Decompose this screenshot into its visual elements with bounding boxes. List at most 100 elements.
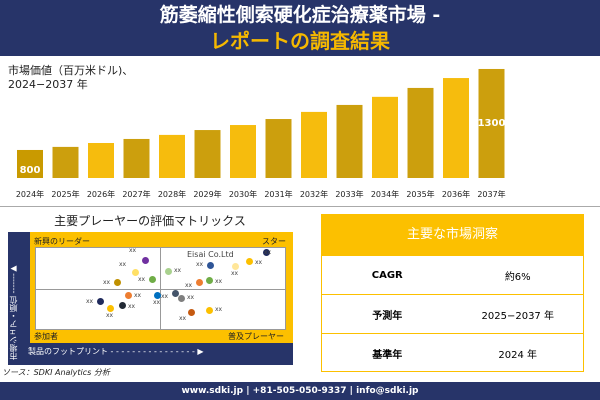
bar-2031年 <box>265 119 292 178</box>
bar-2027年 <box>123 138 150 178</box>
player-label: xx <box>153 299 161 306</box>
player-dot <box>114 279 121 286</box>
source-note: ソース：SDKI Analytics 分析 <box>2 368 110 377</box>
bar-2024年 <box>17 149 43 178</box>
chart-subtitle: 市場価値（百万米ドル)、 2024−2037 年 <box>8 64 133 92</box>
x-tick-label: 2028年 <box>158 189 186 199</box>
insight-value: 約6% <box>504 271 531 283</box>
player-label: xx <box>106 312 114 319</box>
x-tick-label: 2035年 <box>406 189 434 199</box>
insight-value: 2024 年 <box>498 349 538 361</box>
player-dot <box>178 295 185 302</box>
insight-row-forecast: 予測年 2025−2037 年 <box>322 294 583 333</box>
x-tick-label: 2037年 <box>477 189 505 199</box>
bar-2034年 <box>372 96 398 178</box>
quadrant-bottom-left: 参加者 <box>34 332 58 341</box>
player-label: xx <box>129 247 137 254</box>
matrix-vertical-divider <box>160 247 161 330</box>
player-label: xx <box>134 292 142 299</box>
insight-label: 予測年 <box>372 310 403 322</box>
bar-2032年 <box>301 111 327 178</box>
report-title: 筋萎縮性側索硬化症治療薬市場 - <box>159 4 441 26</box>
player-dot <box>97 298 104 305</box>
x-tick-label: 2024年 <box>16 189 44 199</box>
divider <box>0 206 600 207</box>
player-dot <box>188 309 195 316</box>
player-label: xx <box>179 315 187 322</box>
data-label: 800 <box>20 165 41 176</box>
data-label: 1300 <box>478 118 506 129</box>
player-dot <box>232 263 239 270</box>
player-dot <box>149 276 156 283</box>
chart-subtitle-line2: 2024−2037 年 <box>8 78 88 91</box>
bar-2028年 <box>159 134 185 178</box>
matrix-title: 主要プレーヤーの評価マトリックス <box>54 214 246 228</box>
bar-2025年 <box>52 146 79 178</box>
player-label: xx <box>103 279 111 286</box>
x-tick-label: 2030年 <box>229 189 257 199</box>
bar-2037年 <box>478 68 505 178</box>
player-label: xx <box>128 303 136 310</box>
player-dot <box>125 292 132 299</box>
x-tick-label: 2034年 <box>371 189 399 199</box>
x-tick-label: 2026年 <box>87 189 115 199</box>
x-tick-label: 2027年 <box>122 189 150 199</box>
bar-2026年 <box>88 143 114 178</box>
report-subtitle: レポートの調査結果 <box>210 29 390 53</box>
x-tick-label: 2033年 <box>335 189 363 199</box>
player-label: xx <box>231 270 239 277</box>
player-dot <box>154 292 161 299</box>
player-dot <box>119 302 126 309</box>
x-tick-label: 2025年 <box>51 189 79 199</box>
x-axis-label: 製品のフットプリント - - - - - - - - - - - - - - -… <box>28 347 204 356</box>
player-label: xx <box>119 261 127 268</box>
x-axis-text: 製品のフットプリント <box>28 347 108 356</box>
player-dot <box>142 257 149 264</box>
player-dot <box>107 305 114 312</box>
insight-row-cagr: CAGR 約6% <box>322 255 583 294</box>
player-dot <box>207 262 214 269</box>
player-label: xx <box>215 306 223 313</box>
insight-label: CAGR <box>371 269 403 281</box>
player-label: xx <box>215 278 223 285</box>
insights-title: 主要な市場洞察 <box>322 215 583 255</box>
bar-2030年 <box>230 125 256 178</box>
x-tick-label: 2029年 <box>193 189 221 199</box>
bar-2036年 <box>443 78 469 178</box>
bar-2033年 <box>336 104 363 178</box>
player-dot <box>165 268 172 275</box>
player-dot <box>196 279 203 286</box>
player-dot <box>172 290 179 297</box>
insight-label: 基準年 <box>372 349 403 361</box>
x-tick-label: 2031年 <box>264 189 292 199</box>
player-label: xx <box>187 294 195 301</box>
highlight-player-label: Eisai Co.Ltd <box>187 250 234 259</box>
y-axis-text: 市場シェア・順位 <box>9 296 18 360</box>
player-dot <box>246 258 253 265</box>
player-label: xx <box>264 249 272 256</box>
matrix-horizontal-divider <box>35 289 286 290</box>
insight-value: 2025−2037 年 <box>481 310 554 322</box>
player-label: xx <box>196 261 204 268</box>
market-bar-chart: 2024年 800 2025年 2026年 2027年 2028年 2029年 2030年 20… <box>16 68 506 199</box>
player-dot <box>206 277 213 284</box>
y-axis-label: 市場シェア・順位 ‐‐‐‐‐‐‐▶ <box>9 264 18 360</box>
insights-panel: 主要な市場洞察 CAGR 約6% 予測年 2025−2037 年 基準年 2024 年 <box>321 214 584 372</box>
player-dot <box>132 269 139 276</box>
player-dot <box>206 307 213 314</box>
chart-subtitle-line1: 市場価値（百万米ドル)、 <box>8 64 134 77</box>
header-banner: 筋萎縮性側索硬化症治療薬市場 - レポートの調査結果 <box>0 0 600 56</box>
x-tick-label: 2036年 <box>442 189 470 199</box>
player-dot <box>263 249 270 256</box>
footer-contact: www.sdki.jp | +81-505-050-9337 | info@sd… <box>0 382 600 400</box>
player-label: xx <box>86 298 94 305</box>
player-label: xx <box>185 282 193 289</box>
player-label: xx <box>255 259 263 266</box>
bar-2035年 <box>407 87 434 178</box>
insight-row-base-year: 基準年 2024 年 <box>322 333 583 372</box>
quadrant-bottom-right: 普及プレーヤー <box>228 332 284 341</box>
player-label: xx <box>138 276 146 283</box>
player-label: xx <box>161 293 169 300</box>
player-label: xx <box>174 267 182 274</box>
quadrant-top-right: スター <box>262 237 286 246</box>
